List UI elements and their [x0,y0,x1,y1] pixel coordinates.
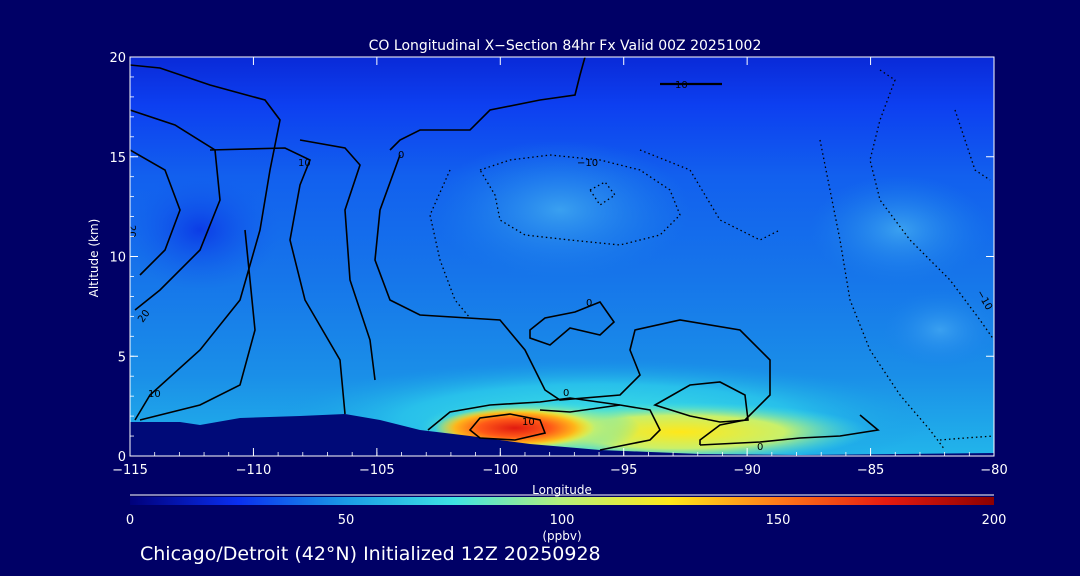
y-tick-label: 20 [109,51,126,66]
contour-line [468,413,547,441]
contour-label: 0 [757,442,763,453]
contour-line [209,147,346,415]
terrain-mask [130,414,994,456]
colorbar-tick-label: 100 [550,513,575,528]
contour-line [389,57,586,151]
contour-line [130,64,281,421]
x-tick-label: −80 [980,463,1007,478]
x-tick-label: −115 [112,463,148,478]
contour-line [529,301,616,346]
colorbar-gradient [130,497,994,505]
contour-line [819,139,946,451]
contour-line [429,169,471,319]
x-tick-label: −100 [482,463,518,478]
colorbar-tick-label: 0 [126,513,134,528]
chart-title: CO Longitudinal X−Section 84hr Fx Valid … [369,38,762,54]
y-tick-label: 15 [109,151,126,166]
contour-label: 10 [148,389,161,400]
y-tick-label: 0 [118,450,126,465]
y-axis-label: Altitude (km) [87,219,101,298]
contour-line [130,149,181,276]
x-tick-label: −85 [857,463,884,478]
y-axis: 0 5 10 15 20 [109,51,994,465]
contour-line [869,69,994,341]
plot-area: 10 −10 20 0 10 20 10 0 0 10 0 −10 [126,57,994,456]
colorbar-unit: (ppbv) [542,529,581,543]
contour-label: 20 [126,225,137,238]
footer-caption: Chicago/Detroit (42°N) Initialized 12Z 2… [140,543,601,565]
contour-line [699,414,880,446]
contour-lines [130,57,880,451]
elevated-concentration-region [430,140,690,280]
contour-line [653,381,749,423]
contour-line [130,109,221,311]
contour-label: 10 [675,80,688,91]
x-tick-label: −90 [733,463,760,478]
negative-contour-lines [429,69,994,451]
x-axis-label: Longitude [532,483,592,497]
colorbar-tick-label: 200 [982,513,1007,528]
x-tick-label: −95 [610,463,637,478]
contour-label: 0 [563,388,569,399]
contour-line [374,154,771,445]
contour-line [139,229,256,421]
contour-label: 0 [586,298,592,309]
contour-label: −10 [577,158,598,169]
x-tick-label: −110 [236,463,272,478]
contour-line [539,404,621,413]
colorbar: 0 50 100 150 200 [126,494,1007,528]
x-tick-label: −105 [359,463,395,478]
colorbar-tick-label: 50 [338,513,355,528]
contour-label: 10 [298,158,311,169]
y-tick-label: 10 [109,251,126,266]
colorbar-tick-label: 150 [766,513,791,528]
contour-label: 0 [398,150,404,161]
x-axis: −115 −110 −105 −100 −95 −90 −85 −80 [112,57,1008,478]
contour-line [299,139,376,381]
low-concentration-region [130,170,280,290]
y-tick-label: 5 [118,350,126,365]
contour-line [954,109,991,181]
elevated-concentration-region [880,290,994,370]
contour-label: 10 [522,417,535,428]
elevated-concentration-region [810,175,990,285]
